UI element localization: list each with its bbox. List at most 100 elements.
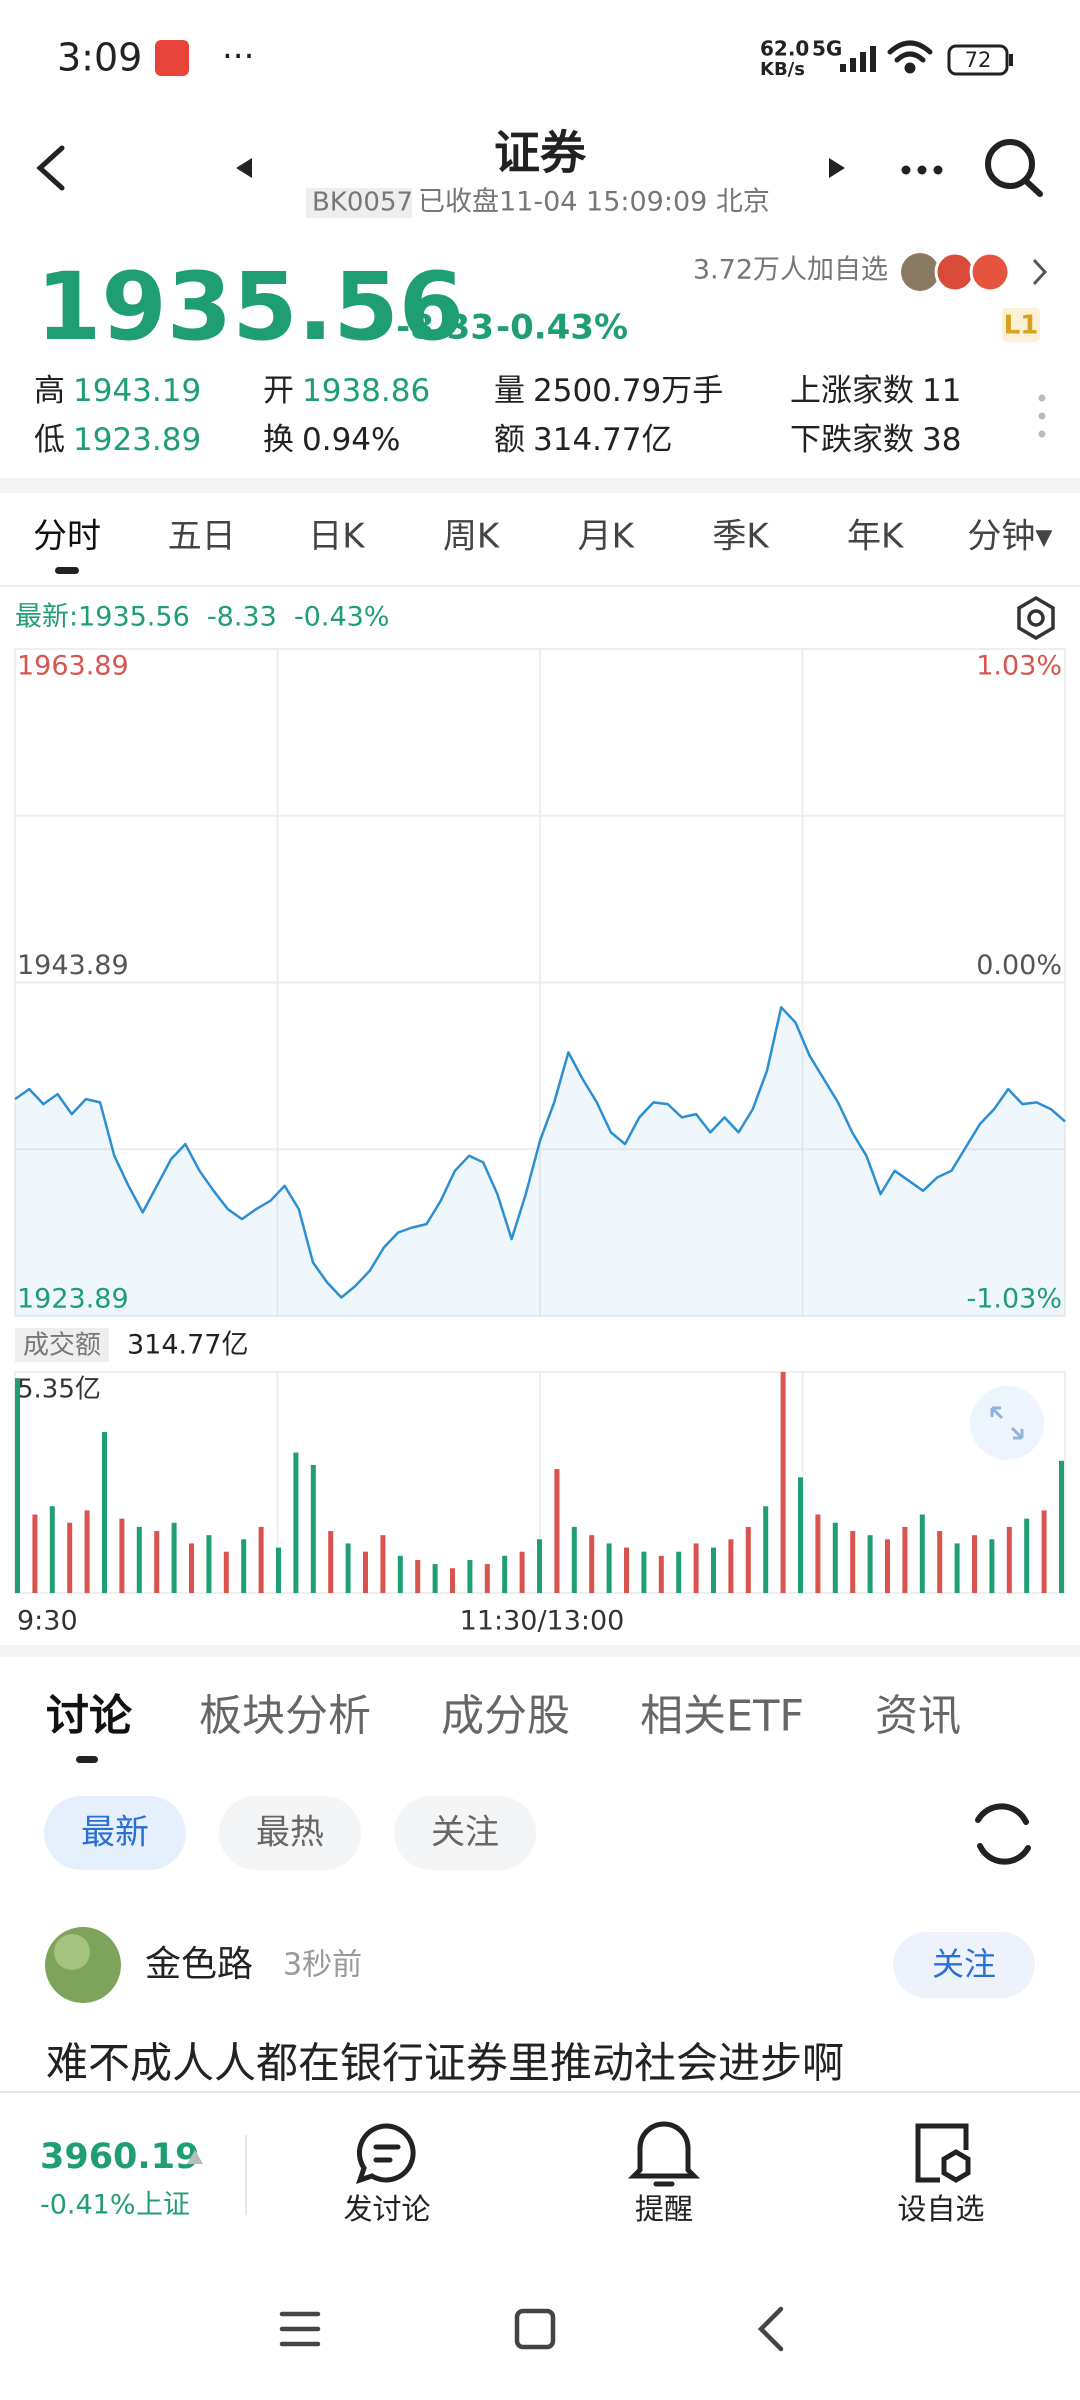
volume-bar (310, 1464, 316, 1593)
back-button[interactable] (36, 145, 65, 191)
volume-bar (241, 1539, 247, 1593)
volume-bar (484, 1564, 490, 1593)
chart-settings[interactable] (1017, 595, 1055, 641)
author-name[interactable]: 金色路 (145, 1944, 253, 1985)
chart-tab[interactable]: 日K (308, 517, 366, 557)
battery-level: 72 (965, 48, 992, 72)
volume-total: 314.77亿 (127, 1330, 248, 1361)
nav-home[interactable] (514, 2308, 556, 2350)
more-button[interactable] (901, 165, 943, 175)
wifi-arc (887, 40, 933, 55)
stat: 下跌家数 38 (790, 422, 961, 458)
y-tick-label: 1923.89 (17, 1284, 129, 1315)
avatar (934, 251, 976, 293)
chart-header: 最新:1935.56 -8.33 -0.43% (15, 602, 389, 633)
volume-bar (397, 1555, 403, 1593)
prev-button[interactable] (236, 158, 252, 178)
doc (915, 2123, 969, 2183)
search-button[interactable] (985, 139, 1043, 197)
stat-value: 1943.19 (73, 373, 201, 409)
app-icon (155, 40, 189, 76)
index-value[interactable]: 3960.19 (40, 2137, 199, 2177)
alert-icon[interactable] (627, 2121, 701, 2187)
action-label: 提醒 (635, 2192, 693, 2226)
price-chart: 1923.89 1943.89 1963.89 -1.03% 0.00% 1.03% (14, 648, 1066, 1317)
network-type: 5G (812, 37, 842, 61)
discussion-tab[interactable]: 资讯 (875, 1692, 961, 1742)
filter-chip[interactable] (394, 1796, 536, 1870)
volume-bar (641, 1551, 647, 1593)
price: 1935.56 (36, 253, 464, 362)
price-change: -8.33 (396, 308, 494, 348)
nav-back[interactable] (757, 2306, 784, 2352)
separator (0, 1645, 1080, 1657)
volume-tick-label: 5.35亿 (17, 1375, 101, 1405)
discussion-tabs: 讨论 板块分析 成分股 相关ETF 资讯 (46, 1692, 961, 1742)
filter-chip[interactable] (44, 1796, 186, 1870)
volume-bar (450, 1568, 455, 1593)
discussion-tab[interactable]: 讨论 (46, 1692, 133, 1742)
discussion-tab[interactable]: 成分股 (441, 1692, 570, 1742)
stat-label: 低 (34, 422, 65, 458)
nav-menu[interactable] (279, 2311, 321, 2347)
volume-bar (171, 1522, 177, 1593)
sector-code: BK0057 (312, 188, 413, 218)
stat-label: 开 (263, 373, 294, 409)
volume-bar (745, 1526, 751, 1593)
dot (1038, 394, 1046, 402)
wifi-dot (904, 62, 916, 74)
chart-tab[interactable]: 季K (712, 517, 770, 557)
volume-bar (467, 1559, 473, 1593)
stat-value: 11 (922, 373, 961, 409)
refresh-button[interactable] (975, 1803, 1031, 1865)
watchlist-icon[interactable] (915, 2123, 971, 2183)
volume-bar (658, 1555, 664, 1593)
refresh-arc (977, 1843, 1031, 1865)
bubble-lines (373, 2144, 401, 2163)
volume-bar (885, 1539, 890, 1593)
volume-bar (728, 1539, 734, 1593)
stat-label: 上涨家数 (790, 373, 914, 409)
dot (1038, 430, 1046, 438)
post-text[interactable]: 难不成人人都在银行证券里推动社会进步啊 (46, 2039, 844, 2088)
volume-bar (102, 1431, 107, 1593)
volume-bar (328, 1531, 334, 1593)
next-button[interactable] (829, 158, 845, 178)
y2-tick-label: -1.03% (966, 1284, 1062, 1315)
signal-bar (860, 52, 866, 72)
stat-label: 量 (494, 373, 525, 409)
volume-bar (380, 1535, 386, 1593)
expand-button[interactable] (970, 1386, 1044, 1460)
avatar-detail (54, 1934, 90, 1970)
index-change: -0.41% (40, 2190, 136, 2221)
level-badge (1002, 308, 1040, 342)
stat-value: 314.77亿 (533, 422, 672, 458)
filter-chip[interactable] (219, 1796, 361, 1870)
chart-tab[interactable]: 分钟▾ (967, 517, 1052, 557)
discuss-icon[interactable] (356, 2123, 416, 2184)
price-change-pct: -0.43% (496, 308, 628, 348)
chart-tabs: 分时 五日 日K 周K 月K 季K 年K 分钟▾ (33, 517, 1052, 557)
speed-unit: KB/s (760, 59, 805, 80)
search-circle (985, 139, 1035, 189)
follow-button[interactable] (893, 1932, 1035, 1998)
chart-tab[interactable]: 分时 (33, 517, 101, 557)
volume-bar (919, 1514, 925, 1593)
index-name: 上证 (136, 2190, 190, 2221)
follow-label: 关注 (932, 1945, 996, 1983)
chart-tab[interactable]: 月K (578, 517, 636, 557)
volume-bar (293, 1452, 299, 1593)
chart-tab[interactable]: 五日 (168, 517, 236, 557)
stat-label: 换 (263, 422, 294, 458)
volume-bar (189, 1543, 194, 1593)
chart-tab[interactable]: 年K (847, 517, 905, 557)
stat: 额 314.77亿 (494, 422, 672, 458)
followers-arrow[interactable] (1032, 258, 1048, 286)
discussion-tab[interactable]: 板块分析 (199, 1692, 371, 1742)
discussion-tab[interactable]: 相关ETF (640, 1692, 804, 1742)
stats-more[interactable] (1038, 394, 1046, 438)
chart-tab[interactable]: 周K (443, 517, 501, 557)
stat: 低 1923.89 (34, 422, 201, 458)
volume-bar (571, 1526, 577, 1593)
